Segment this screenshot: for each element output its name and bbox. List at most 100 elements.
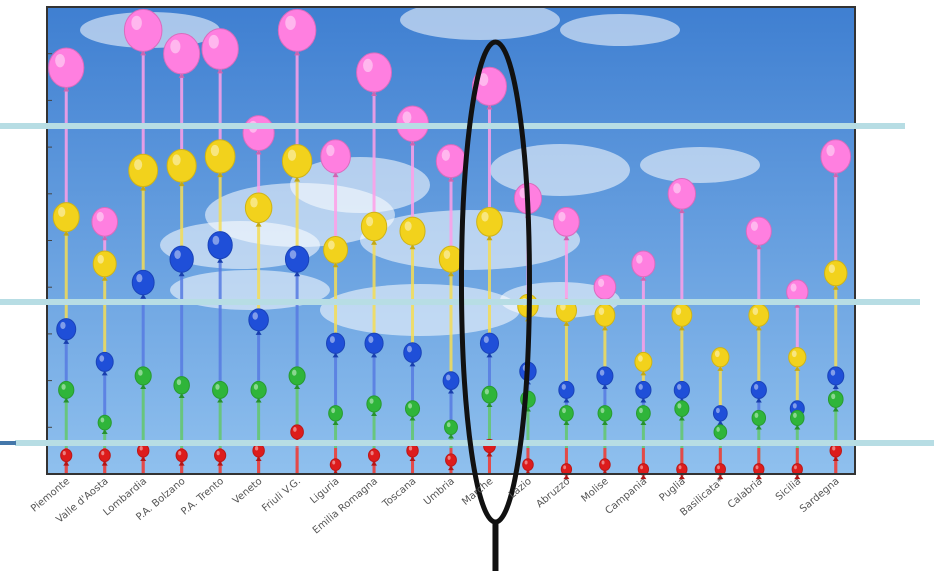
balloon-green <box>635 405 651 426</box>
balloon-blue <box>364 332 384 358</box>
balloon-blue <box>442 371 460 394</box>
balloon-green <box>404 400 421 421</box>
balloon-green <box>751 409 767 430</box>
x-tick-label: Liguria <box>308 476 341 506</box>
balloon-yellow <box>204 139 236 178</box>
cloud-shape <box>320 284 520 336</box>
balloon-green <box>173 376 190 398</box>
balloon-pink <box>123 8 163 56</box>
highlight-annotation <box>458 39 532 571</box>
balloon-pink <box>435 144 467 182</box>
balloon-red <box>98 448 111 466</box>
balloon-pink <box>277 8 317 56</box>
balloon-yellow <box>128 153 159 191</box>
balloon-red <box>791 463 803 480</box>
balloon-blue <box>284 245 310 277</box>
cloud-shape <box>560 14 680 46</box>
x-tick-label: Sardegna <box>798 476 842 515</box>
x-tick-label: Toscana <box>380 476 418 511</box>
cloud-shape <box>290 157 430 213</box>
balloon-blue <box>827 366 845 389</box>
balloon-pink <box>553 206 580 241</box>
balloon-red <box>214 448 227 466</box>
balloon-red <box>406 443 419 462</box>
balloon-pink <box>91 206 119 241</box>
balloon-blue <box>403 342 422 367</box>
balloon-green <box>212 380 229 403</box>
x-tick-label: P.A. Trento <box>179 476 226 518</box>
plot-frame <box>46 6 856 475</box>
balloon-green <box>366 395 382 416</box>
balloon-yellow <box>788 347 807 371</box>
balloon-red <box>714 463 726 480</box>
balloon-green <box>328 405 343 426</box>
balloon-green <box>481 385 498 407</box>
balloon-yellow <box>360 211 388 245</box>
x-tick-label: Veneto <box>231 476 265 507</box>
balloon-pink <box>163 32 201 78</box>
balloon-blue <box>248 308 269 335</box>
balloon-green <box>444 419 458 439</box>
balloon-red <box>560 463 573 480</box>
balloon-blue <box>558 380 575 403</box>
balloon-marks <box>48 8 852 480</box>
balloon-blue <box>596 366 614 389</box>
balloon-yellow <box>323 235 349 268</box>
balloon-pink <box>820 139 852 178</box>
balloon-yellow <box>711 347 730 371</box>
balloon-yellow <box>438 245 464 277</box>
balloon-yellow <box>399 216 426 250</box>
balloon-yellow <box>476 206 503 241</box>
x-tick-label: Sicilia <box>774 476 803 503</box>
balloon-red <box>445 453 457 471</box>
balloon-yellow <box>671 303 693 331</box>
balloon-blue <box>326 332 346 358</box>
balloon-yellow <box>52 202 80 236</box>
balloon-green <box>58 380 75 403</box>
balloon-red <box>522 458 534 475</box>
balloon-green <box>288 366 306 389</box>
cloud-shape <box>160 221 320 269</box>
x-tick-label: Calabria <box>726 476 765 511</box>
balloon-green <box>827 390 844 412</box>
x-tick-label: Campania <box>603 476 649 517</box>
balloon-yellow <box>281 144 313 182</box>
balloon-blue <box>56 318 77 344</box>
balloon-green <box>250 380 267 403</box>
balloon-green <box>97 414 112 435</box>
balloon-yellow <box>166 148 197 187</box>
cloud-shape <box>360 210 580 270</box>
balloon-pink <box>320 139 351 178</box>
balloon-yellow <box>594 303 616 331</box>
balloon-green <box>559 405 574 426</box>
balloon-pink <box>471 66 508 110</box>
balloon-green <box>134 366 152 389</box>
balloon-pink <box>745 216 772 250</box>
balloon-red <box>175 448 188 466</box>
balloon-red <box>637 463 650 480</box>
balloon-blue <box>750 380 767 403</box>
x-tick-label: Abruzzo <box>534 476 572 510</box>
balloon-red <box>60 448 73 466</box>
cloud-shape <box>640 147 760 183</box>
balloon-green <box>674 400 690 421</box>
x-tick-label: Molise <box>580 476 611 505</box>
balloon-blue <box>479 332 500 358</box>
x-tick-label: Emilia Romagna <box>311 476 380 537</box>
balloon-blue <box>635 380 652 403</box>
balloon-yellow <box>634 351 653 376</box>
balloon-pink <box>201 28 239 74</box>
balloon-pink <box>667 177 697 214</box>
balloon-blue <box>712 405 728 426</box>
balloon-green <box>597 405 613 426</box>
balloon-blue <box>169 245 194 277</box>
x-tick-label: Friuli V.G. <box>260 476 303 514</box>
balloon-pink <box>48 47 85 92</box>
balloon-yellow <box>92 250 117 281</box>
balloon-red <box>753 463 765 480</box>
x-tick-label: Lazio <box>507 476 534 501</box>
balloon-yellow <box>824 260 848 290</box>
balloon-pink <box>631 250 656 281</box>
